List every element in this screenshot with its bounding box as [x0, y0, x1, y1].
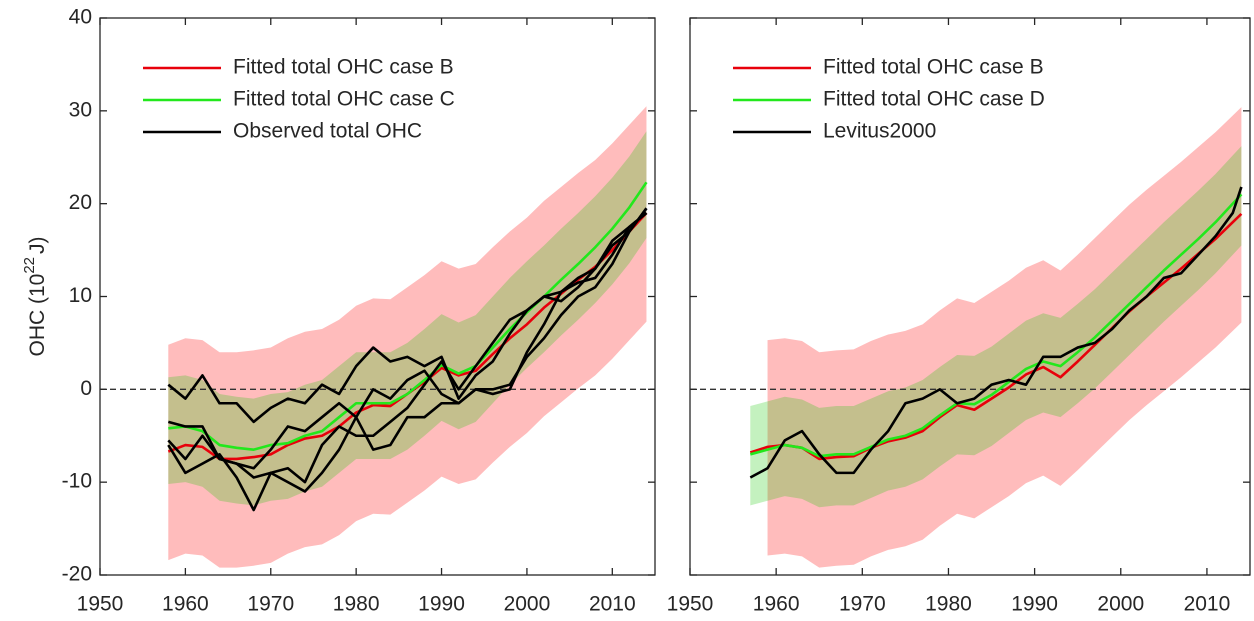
data-line — [749, 193, 1243, 458]
y-axis-label-suffix: J) — [26, 236, 49, 254]
x-tick-label: 1960 — [753, 593, 800, 616]
x-tick-label: 1950 — [667, 593, 714, 616]
legend-label: Fitted total OHC case B — [823, 56, 1044, 79]
data-line — [749, 212, 1243, 461]
x-tick-label: 1980 — [333, 593, 380, 616]
x-tick-label: 1970 — [839, 593, 886, 616]
data-line — [167, 207, 648, 484]
x-tick-label: 2010 — [589, 593, 636, 616]
x-tick-label: 1990 — [418, 593, 465, 616]
y-tick-label: 10 — [69, 284, 92, 307]
x-tick-label: 2000 — [1097, 593, 1144, 616]
x-tick-label: 1990 — [1011, 593, 1058, 616]
x-tick-label: 1970 — [247, 593, 294, 616]
uncertainty-band — [168, 131, 647, 506]
y-tick-label: -10 — [62, 470, 92, 493]
uncertainty-band — [168, 106, 647, 568]
x-tick-label: 1980 — [925, 593, 972, 616]
y-tick-label: 0 — [80, 377, 92, 400]
data-line — [168, 181, 648, 451]
y-tick-label: 40 — [69, 6, 92, 29]
uncertainty-band — [750, 146, 1242, 508]
y-axis-label: OHC (1022 J) — [21, 236, 49, 356]
data-line — [167, 207, 648, 512]
y-axis-label-sup: 22 — [21, 257, 38, 274]
data-line — [749, 186, 1243, 479]
uncertainty-band — [767, 107, 1242, 568]
x-tick-label: 2000 — [504, 593, 551, 616]
data-line — [167, 211, 648, 470]
panel: 1950 1960 1970 1980 1990 2000 2010 -20 -10 0 10 20 3… — [21, 6, 656, 616]
x-tick-label: 1950 — [77, 593, 124, 616]
legend-label: Fitted total OHC case B — [233, 56, 454, 79]
legend-label: Observed total OHC — [233, 120, 422, 143]
panel: 1950 1960 1970 1980 1990 2000 2010 Fitted total… — [667, 17, 1251, 616]
x-tick-label: 2010 — [1184, 593, 1231, 616]
legend-label: Fitted total OHC case D — [823, 88, 1045, 111]
y-tick-label: 20 — [69, 191, 92, 214]
x-tick-label: 1960 — [162, 593, 209, 616]
legend-label: Levitus2000 — [823, 120, 936, 143]
y-axis-label-text: OHC (10 — [26, 274, 49, 357]
y-tick-label: -20 — [62, 563, 92, 586]
legend-label: Fitted total OHC case C — [233, 88, 455, 111]
y-tick-label: 30 — [69, 98, 92, 121]
